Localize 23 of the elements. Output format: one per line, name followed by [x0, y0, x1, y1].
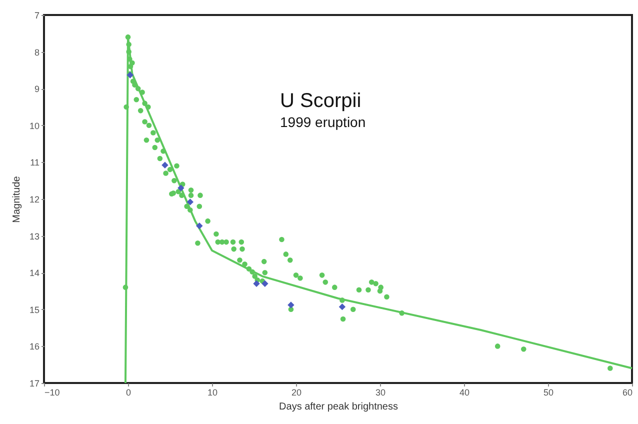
- y-tick-label: 13: [29, 231, 40, 242]
- annotation: U Scorpii: [280, 90, 362, 112]
- y-tick-label: 17: [29, 378, 40, 388]
- x-tick-label: 40: [459, 388, 470, 398]
- x-tick-label: 0: [126, 388, 132, 398]
- y-tick-label: 12: [29, 194, 40, 204]
- y-tick-label: 9: [34, 84, 40, 94]
- annotation: 1999 eruption: [280, 114, 366, 130]
- y-tick-label: 7: [34, 10, 40, 20]
- y-tick-label: 15: [29, 304, 40, 315]
- y-tick-label: 14: [29, 268, 40, 278]
- x-tick-label: 50: [543, 388, 554, 398]
- x-tick-label: 10: [207, 388, 218, 398]
- y-tick-label: 16: [29, 342, 40, 352]
- y-tick-label: 11: [30, 158, 40, 168]
- x-tick-label: −10: [44, 388, 60, 398]
- y-axis-title: Magnitude: [11, 176, 22, 223]
- x-tick-label: 60: [622, 388, 632, 398]
- y-tick-label: 10: [29, 120, 40, 131]
- x-tick-label: 30: [375, 388, 386, 398]
- y-tick-label: 8: [34, 47, 40, 58]
- x-tick-label: 20: [291, 388, 302, 398]
- x-axis-title: Days after peak brightness: [279, 402, 398, 412]
